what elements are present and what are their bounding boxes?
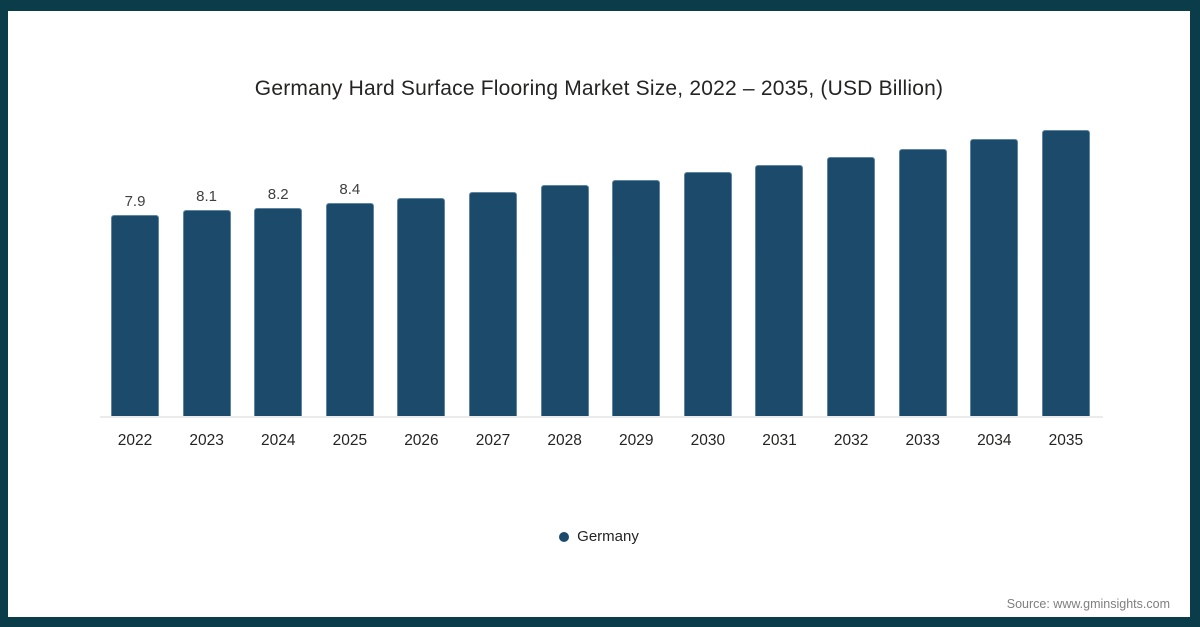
bar-column-2026 <box>397 130 446 416</box>
bar-column-2030 <box>683 130 732 416</box>
bar-column-2022: 7.9 <box>111 130 159 416</box>
legend-label: Germany <box>577 528 639 545</box>
legend-marker-icon <box>559 531 570 542</box>
bar-column-2024: 8.2 <box>254 130 303 416</box>
bar-2022[interactable] <box>111 215 159 416</box>
legend-item-germany[interactable]: Germany <box>559 528 639 545</box>
bar-column-2034 <box>970 130 1019 416</box>
bar-column-2023: 8.1 <box>182 130 231 416</box>
bar-column-2029 <box>612 130 661 416</box>
bar-column-2031 <box>755 130 804 416</box>
x-tick-2029: 2029 <box>619 432 654 449</box>
bar-column-2032 <box>827 130 876 416</box>
bar-2029[interactable] <box>612 180 661 416</box>
bar-2028[interactable] <box>540 185 589 416</box>
bar-2031[interactable] <box>755 165 804 416</box>
x-tick-2030: 2030 <box>690 432 726 449</box>
bar-2032[interactable] <box>827 157 876 416</box>
bar-column-2035 <box>1041 130 1090 416</box>
data-label-2022: 7.9 <box>124 193 146 210</box>
x-tick-2028: 2028 <box>547 432 582 449</box>
data-label-2025: 8.4 <box>339 181 361 198</box>
x-tick-2027: 2027 <box>475 432 511 449</box>
plot-area: 7.9 8.1 8.2 8.4 <box>100 130 1103 418</box>
x-tick-2026: 2026 <box>404 432 439 449</box>
legend: Germany <box>8 528 1190 545</box>
x-tick-2022: 2022 <box>117 432 153 449</box>
source-credit: Source: www.gminsights.com <box>1006 597 1170 611</box>
x-tick-2025: 2025 <box>332 432 368 449</box>
x-tick-2034: 2034 <box>977 432 1012 449</box>
x-tick-2033: 2033 <box>905 432 940 449</box>
bar-2026[interactable] <box>397 198 446 416</box>
bar-2035[interactable] <box>1041 130 1090 416</box>
bar-2024[interactable] <box>254 208 303 416</box>
chart-title: Germany Hard Surface Flooring Market Siz… <box>254 77 944 100</box>
x-tick-2035: 2035 <box>1048 432 1084 449</box>
bar-2025[interactable] <box>325 203 374 416</box>
bar-2034[interactable] <box>970 139 1019 416</box>
bar-column-2027 <box>469 130 518 416</box>
bar-2030[interactable] <box>683 172 732 416</box>
x-tick-2031: 2031 <box>762 432 797 449</box>
x-tick-2024: 2024 <box>260 432 296 449</box>
x-tick-2023: 2023 <box>189 432 224 449</box>
bar-2033[interactable] <box>898 149 947 416</box>
data-label-2023: 8.1 <box>196 188 218 205</box>
bar-column-2033 <box>898 130 947 416</box>
x-tick-2032: 2032 <box>833 432 869 449</box>
bar-2027[interactable] <box>469 192 518 416</box>
bar-2023[interactable] <box>182 210 231 416</box>
bar-column-2025: 8.4 <box>325 130 374 416</box>
x-axis: 2022 2023 2024 2025 2026 2027 2028 2029 2030 2031… <box>100 420 1103 450</box>
data-label-2024: 8.2 <box>267 186 289 203</box>
bar-column-2028 <box>540 130 589 416</box>
